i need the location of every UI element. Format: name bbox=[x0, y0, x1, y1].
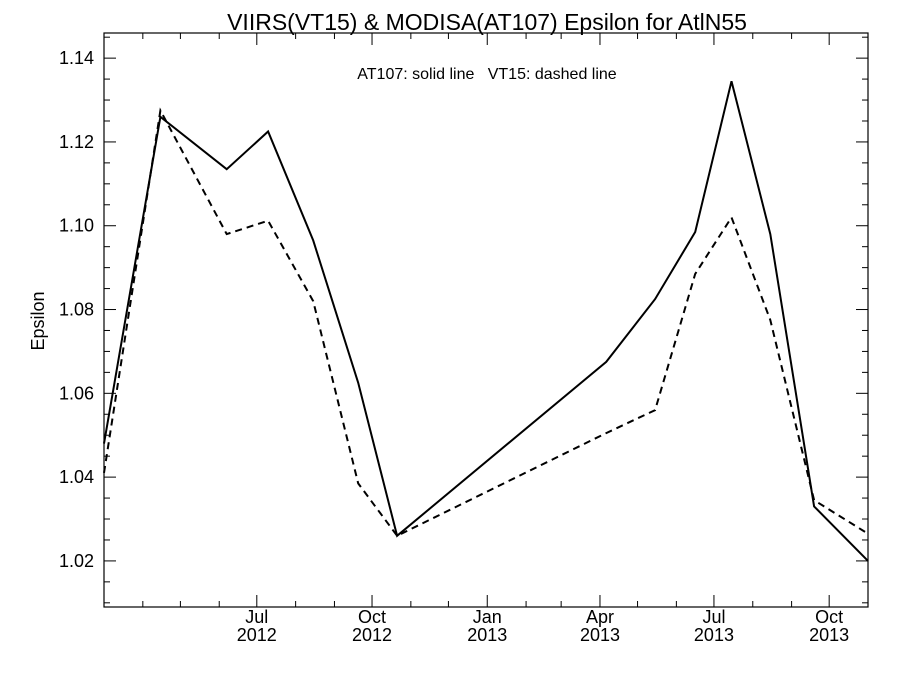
axis-ticks bbox=[104, 33, 868, 607]
x-tick-label-month: Oct bbox=[358, 607, 386, 627]
y-tick-label: 1.10 bbox=[59, 216, 94, 236]
y-tick-label: 1.08 bbox=[59, 300, 94, 320]
x-tick-label-year: 2013 bbox=[694, 625, 734, 645]
x-tick-label-year: 2013 bbox=[580, 625, 620, 645]
y-axis-label: Epsilon bbox=[28, 291, 48, 350]
y-tick-label: 1.14 bbox=[59, 48, 94, 68]
x-tick-label-month: Oct bbox=[815, 607, 843, 627]
x-tick-label-month: Jul bbox=[245, 607, 268, 627]
y-tick-label: 1.04 bbox=[59, 467, 94, 487]
x-tick-label-year: 2012 bbox=[237, 625, 277, 645]
chart-title: VIIRS(VT15) & MODISA(AT107) Epsilon for … bbox=[227, 9, 747, 35]
x-tick-label-year: 2013 bbox=[809, 625, 849, 645]
series-line-at107 bbox=[103, 80, 869, 562]
y-tick-label: 1.06 bbox=[59, 383, 94, 403]
plot-frame bbox=[103, 32, 869, 608]
x-tick-label-year: 2012 bbox=[352, 625, 392, 645]
series-annotation: AT107: solid line VT15: dashed line bbox=[357, 66, 617, 83]
x-tick-label-month: Jul bbox=[702, 607, 725, 627]
y-tick-label: 1.02 bbox=[59, 551, 94, 571]
x-tick-label-year: 2013 bbox=[467, 625, 507, 645]
series-line-vt15 bbox=[103, 107, 869, 538]
x-tick-label-month: Jan bbox=[473, 607, 502, 627]
tick-labels: 1.021.041.061.081.101.121.14Jul2012Oct20… bbox=[59, 48, 849, 645]
series-lines bbox=[103, 80, 869, 562]
y-tick-label: 1.12 bbox=[59, 132, 94, 152]
x-tick-label-month: Apr bbox=[586, 607, 614, 627]
